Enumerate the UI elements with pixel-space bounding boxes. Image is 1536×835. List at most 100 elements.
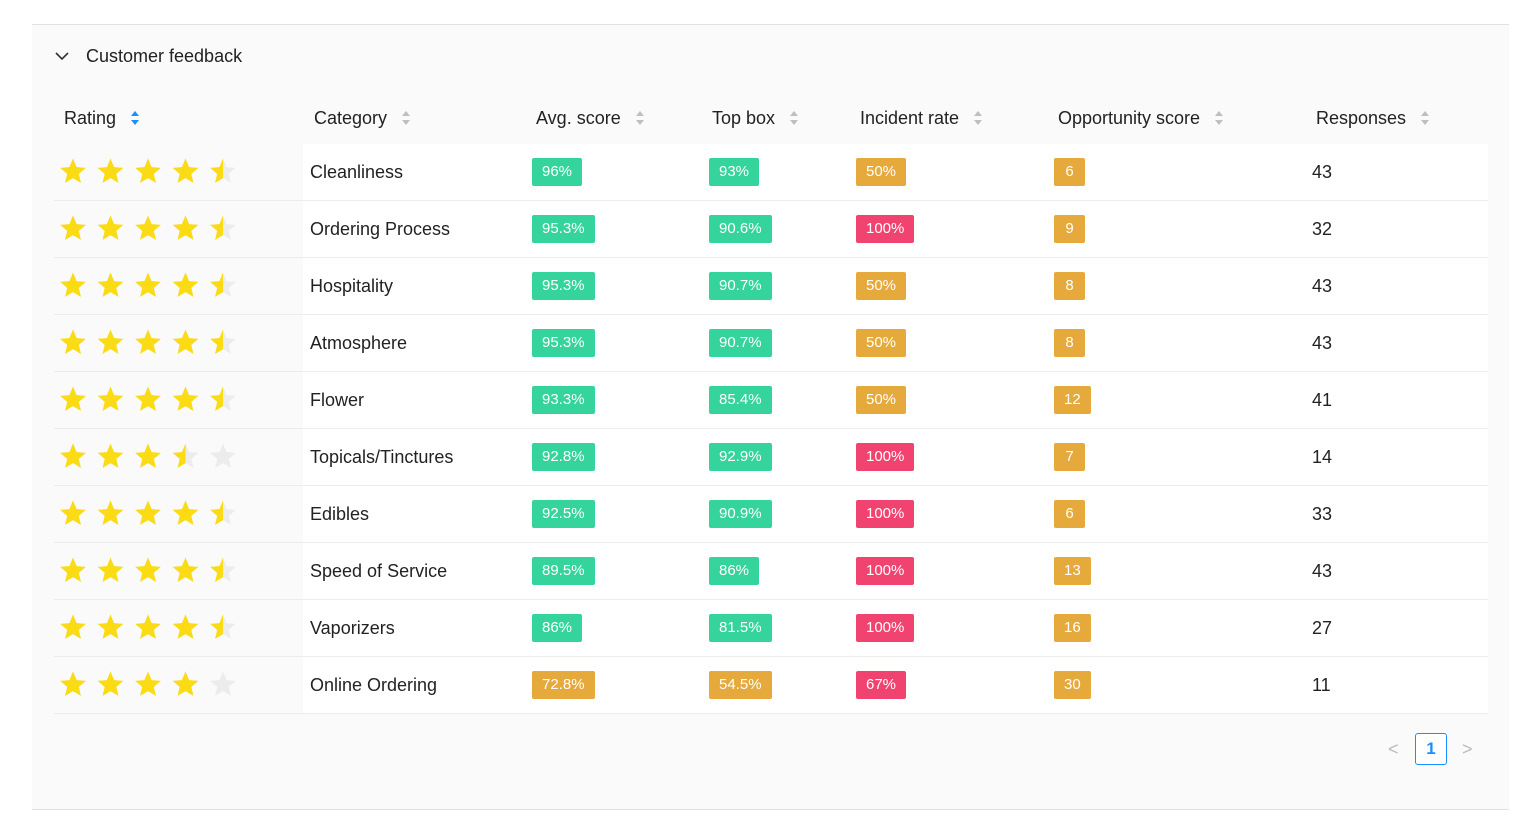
rating-cell	[54, 144, 303, 201]
score-badge: 90.7%	[709, 272, 772, 300]
rating-cell	[54, 657, 303, 714]
star-rating	[60, 329, 236, 354]
score-badge: 13	[1054, 557, 1091, 585]
score-badge: 86%	[709, 557, 760, 585]
score-badge: 86%	[532, 614, 583, 642]
column-header[interactable]: Responses	[1316, 108, 1407, 128]
column-header[interactable]: Rating	[64, 108, 117, 128]
rating-cell	[54, 315, 303, 372]
category-name: Flower	[310, 390, 365, 410]
sort-icon[interactable]	[972, 108, 984, 128]
score-badge: 90.7%	[709, 329, 772, 357]
star-rating	[60, 671, 236, 696]
score-badge: 92.5%	[532, 500, 595, 528]
score-badge: 7	[1054, 443, 1085, 471]
category-name: Speed of Service	[310, 561, 448, 581]
score-badge: 30	[1054, 671, 1091, 699]
response-count: 43	[1312, 276, 1333, 296]
star-rating	[60, 557, 236, 582]
score-badge: 95.3%	[532, 272, 595, 300]
star-rating	[60, 500, 236, 525]
score-badge: 50%	[856, 329, 907, 357]
score-badge: 95.3%	[532, 329, 595, 357]
next-page[interactable]: >	[1462, 739, 1473, 759]
rating-cell	[54, 486, 303, 543]
response-count: 33	[1312, 504, 1333, 524]
sort-icon[interactable]	[1419, 108, 1431, 128]
score-badge: 9	[1054, 215, 1085, 243]
score-badge: 100%	[856, 557, 915, 585]
sort-icon[interactable]	[1213, 108, 1225, 128]
score-badge: 67%	[856, 671, 907, 699]
category-name: Atmosphere	[310, 333, 408, 353]
score-badge: 100%	[856, 443, 915, 471]
score-badge: 92.8%	[532, 443, 595, 471]
score-badge: 95.3%	[532, 215, 595, 243]
score-badge: 50%	[856, 158, 907, 186]
star-rating	[60, 215, 236, 240]
rating-cell	[54, 201, 303, 258]
column-header[interactable]: Avg. score	[536, 108, 621, 128]
column-header[interactable]: Top box	[712, 108, 776, 128]
sort-icon[interactable]	[634, 108, 646, 128]
score-badge: 100%	[856, 500, 915, 528]
score-badge: 92.9%	[709, 443, 772, 471]
column-header[interactable]: Category	[314, 108, 388, 128]
star-rating	[60, 614, 236, 639]
category-name: Edibles	[310, 504, 370, 524]
star-rating	[60, 386, 236, 411]
category-name: Hospitality	[310, 276, 394, 296]
response-count: 41	[1312, 390, 1333, 410]
score-badge: 8	[1054, 272, 1085, 300]
category-name: Online Ordering	[310, 675, 438, 695]
score-badge: 89.5%	[532, 557, 595, 585]
sort-icon[interactable]	[129, 108, 141, 128]
star-rating	[60, 272, 236, 297]
score-badge: 93%	[709, 158, 760, 186]
score-badge: 50%	[856, 386, 907, 414]
score-badge: 85.4%	[709, 386, 772, 414]
page-button[interactable]: 1	[1415, 733, 1447, 765]
response-count: 43	[1312, 561, 1333, 581]
column-header[interactable]: Opportunity score	[1058, 108, 1201, 128]
score-badge: 100%	[856, 215, 915, 243]
score-badge: 54.5%	[709, 671, 772, 699]
score-badge: 90.9%	[709, 500, 772, 528]
star-rating	[60, 443, 236, 468]
category-name: Topicals/Tinctures	[310, 447, 454, 467]
response-count: 43	[1312, 162, 1333, 182]
score-badge: 6	[1054, 158, 1085, 186]
score-badge: 81.5%	[709, 614, 772, 642]
category-name: Cleanliness	[310, 162, 404, 182]
rating-cell	[54, 429, 303, 486]
score-badge: 8	[1054, 329, 1085, 357]
column-header[interactable]: Incident rate	[860, 108, 960, 128]
response-count: 11	[1312, 675, 1331, 695]
rating-cell	[54, 543, 303, 600]
section-title[interactable]: Customer feedback	[86, 46, 243, 66]
response-count: 43	[1312, 333, 1333, 353]
score-badge: 96%	[532, 158, 583, 186]
prev-page[interactable]: <	[1388, 739, 1399, 759]
rating-cell	[54, 372, 303, 429]
category-name: Ordering Process	[310, 219, 451, 239]
sort-icon[interactable]	[788, 108, 800, 128]
sort-icon[interactable]	[400, 108, 412, 128]
score-badge: 6	[1054, 500, 1085, 528]
score-badge: 72.8%	[532, 671, 595, 699]
score-badge: 50%	[856, 272, 907, 300]
response-count: 14	[1312, 447, 1333, 467]
score-badge: 16	[1054, 614, 1091, 642]
response-count: 27	[1312, 618, 1333, 638]
score-badge: 12	[1054, 386, 1091, 414]
rating-cell	[54, 600, 303, 657]
response-count: 32	[1312, 219, 1333, 239]
score-badge: 100%	[856, 614, 915, 642]
star-rating	[60, 158, 236, 183]
score-badge: 90.6%	[709, 215, 772, 243]
category-name: Vaporizers	[310, 618, 395, 638]
collapse-chevron[interactable]	[52, 46, 72, 66]
score-badge: 93.3%	[532, 386, 595, 414]
rating-cell	[54, 258, 303, 315]
